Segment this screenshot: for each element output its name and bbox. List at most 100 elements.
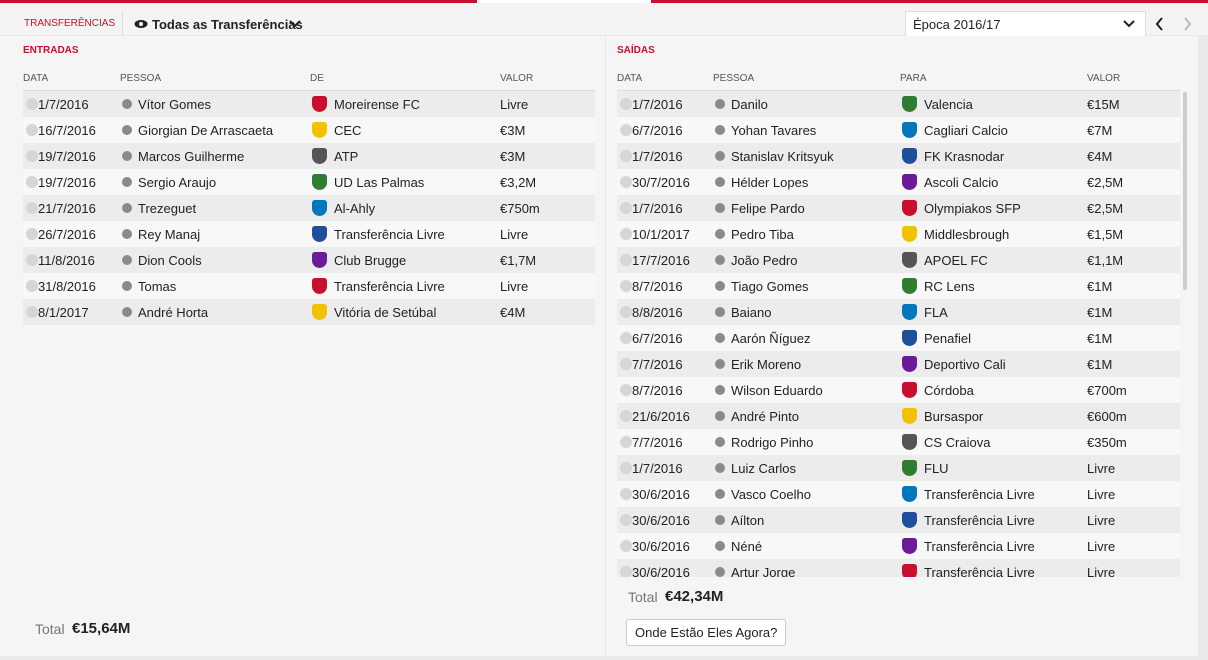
value: Livre: [500, 227, 529, 242]
filter-dropdown[interactable]: Todas as Transferências: [152, 17, 303, 32]
transfer-row[interactable]: 8/7/2016 Wilson Eduardo Córdoba €700m: [617, 377, 1180, 403]
status-icon: [620, 124, 632, 136]
value: Livre: [1087, 513, 1116, 528]
next-button[interactable]: [1182, 17, 1192, 31]
club-crest: [902, 174, 917, 190]
transfer-row[interactable]: 1/7/2016 Luiz Carlos FLU Livre: [617, 455, 1180, 481]
info-icon: [715, 125, 725, 135]
transfer-row[interactable]: 31/8/2016 Tomas Transferência Livre Livre: [23, 273, 595, 299]
transfer-row[interactable]: 17/7/2016 João Pedro APOEL FC €1,1M: [617, 247, 1180, 273]
transfer-row[interactable]: 6/7/2016 Aarón Ñíguez Penafiel €1M: [617, 325, 1180, 351]
club-crest: [312, 304, 327, 320]
value: Livre: [1087, 565, 1116, 577]
transfer-row[interactable]: 19/7/2016 Sergio Araujo UD Las Palmas €3,2M: [23, 169, 595, 195]
person: Baiano: [731, 305, 772, 320]
prev-button[interactable]: [1155, 17, 1165, 31]
section-title: SAÍDAS: [617, 45, 655, 56]
transfer-row[interactable]: 30/6/2016 Néné Transferência Livre Livre: [617, 533, 1180, 559]
value: €4M: [1087, 149, 1113, 164]
info-icon: [715, 489, 725, 499]
eye-icon: [134, 20, 148, 28]
info-icon: [715, 307, 725, 317]
transfer-row[interactable]: 19/7/2016 Marcos Guilherme ATP €3M: [23, 143, 595, 169]
transfer-row[interactable]: 8/8/2016 Baiano FLA €1M: [617, 299, 1180, 325]
transfer-row[interactable]: 26/7/2016 Rey Manaj Transferência Livre Liv…: [23, 221, 595, 247]
club-crest: [312, 278, 327, 294]
club: Transferência Livre: [924, 513, 1035, 528]
transfer-row[interactable]: 8/7/2016 Tiago Gomes RC Lens €1M: [617, 273, 1180, 299]
info-icon: [122, 203, 132, 213]
person: Sergio Araujo: [138, 175, 217, 190]
transfer-row[interactable]: 7/7/2016 Erik Moreno Deportivo Cali €1M: [617, 351, 1180, 377]
person: Rey Manaj: [138, 227, 201, 242]
transfer-list: 1/7/2016 Danilo Valencia €15M 6/7/2016 Yohan …: [617, 91, 1180, 577]
club-crest: [902, 460, 917, 476]
club: Transferência Livre: [334, 227, 445, 242]
person: Stanislav Kritsyuk: [731, 149, 834, 164]
value: €1,7M: [500, 253, 537, 268]
club-crest: [312, 96, 327, 112]
date: 1/7/2016: [632, 149, 683, 164]
person: Vítor Gomes: [138, 97, 211, 112]
status-icon: [620, 384, 632, 396]
transfer-row[interactable]: 1/7/2016 Danilo Valencia €15M: [617, 91, 1180, 117]
person: Vasco Coelho: [731, 487, 811, 502]
status-icon: [620, 228, 632, 240]
date: 19/7/2016: [38, 149, 96, 164]
transfer-row[interactable]: 30/6/2016 Artur Jorge Transferência Livre L…: [617, 559, 1180, 577]
transfer-row[interactable]: 6/7/2016 Yohan Tavares Cagliari Calcio €7M: [617, 117, 1180, 143]
info-icon: [715, 99, 725, 109]
info-icon: [715, 515, 725, 525]
value: €7M: [1087, 123, 1113, 138]
value: €2,5M: [1087, 201, 1124, 216]
person: André Pinto: [731, 409, 799, 424]
transfer-row[interactable]: 30/7/2016 Hélder Lopes Ascoli Calcio €2,5M: [617, 169, 1180, 195]
transfer-row[interactable]: 1/7/2016 Vítor Gomes Moreirense FC Livre: [23, 91, 595, 117]
info-icon: [122, 255, 132, 265]
transfer-row[interactable]: 8/1/2017 André Horta Vitória de Setúbal €4M: [23, 299, 595, 325]
transfer-row[interactable]: 1/7/2016 Felipe Pardo Olympiakos SFP €2,5M: [617, 195, 1180, 221]
date: 31/8/2016: [38, 279, 96, 294]
status-icon: [26, 202, 38, 214]
tab[interactable]: TRANSFERÊNCIAS: [24, 18, 116, 29]
transfer-row[interactable]: 16/7/2016 Giorgian De Arrascaeta CEC €3M: [23, 117, 595, 143]
person: Tomas: [138, 279, 177, 294]
club-crest: [902, 382, 917, 398]
info-icon: [715, 203, 725, 213]
scrollbar[interactable]: [1183, 92, 1187, 290]
info-icon: [715, 333, 725, 343]
date: 1/7/2016: [632, 461, 683, 476]
transfer-row[interactable]: 30/6/2016 Vasco Coelho Transferência Livre…: [617, 481, 1180, 507]
column-header: VALOR: [500, 73, 534, 84]
club: Moreirense FC: [334, 97, 420, 112]
value: €1,1M: [1087, 253, 1124, 268]
date: 26/7/2016: [38, 227, 96, 242]
transfer-row[interactable]: 30/6/2016 Aílton Transferência Livre Livre: [617, 507, 1180, 533]
date: 11/8/2016: [38, 253, 95, 268]
club-crest: [902, 252, 917, 268]
transfer-row[interactable]: 1/7/2016 Stanislav Kritsyuk FK Krasnodar €4…: [617, 143, 1180, 169]
date: 30/6/2016: [632, 539, 690, 554]
transfer-row[interactable]: 21/6/2016 André Pinto Bursaspor €600m: [617, 403, 1180, 429]
club-crest: [902, 330, 917, 346]
date: 30/6/2016: [632, 487, 690, 502]
transfer-row[interactable]: 10/1/2017 Pedro Tiba Middlesbrough €1,5M: [617, 221, 1180, 247]
club-crest: [902, 486, 917, 502]
info-icon: [122, 229, 132, 239]
club-crest: [312, 174, 327, 190]
where-now-button[interactable]: Onde Estão Eles Agora?: [626, 619, 787, 646]
transfer-row[interactable]: 21/7/2016 Trezeguet Al-Ahly €750m: [23, 195, 595, 221]
person: Luiz Carlos: [731, 461, 797, 476]
info-icon: [715, 281, 725, 291]
column-header: DE: [310, 73, 324, 84]
transfer-row[interactable]: 11/8/2016 Dion Cools Club Brugge €1,7M: [23, 247, 595, 273]
column-header: VALOR: [1087, 73, 1121, 84]
total-value: €42,34M: [665, 588, 724, 605]
info-icon: [715, 411, 725, 421]
value: €3M: [500, 123, 526, 138]
chevron: [289, 20, 301, 28]
club: CS Craiova: [924, 435, 991, 450]
value: €1M: [1087, 305, 1113, 320]
transfer-row[interactable]: 7/7/2016 Rodrigo Pinho CS Craiova €350m: [617, 429, 1180, 455]
